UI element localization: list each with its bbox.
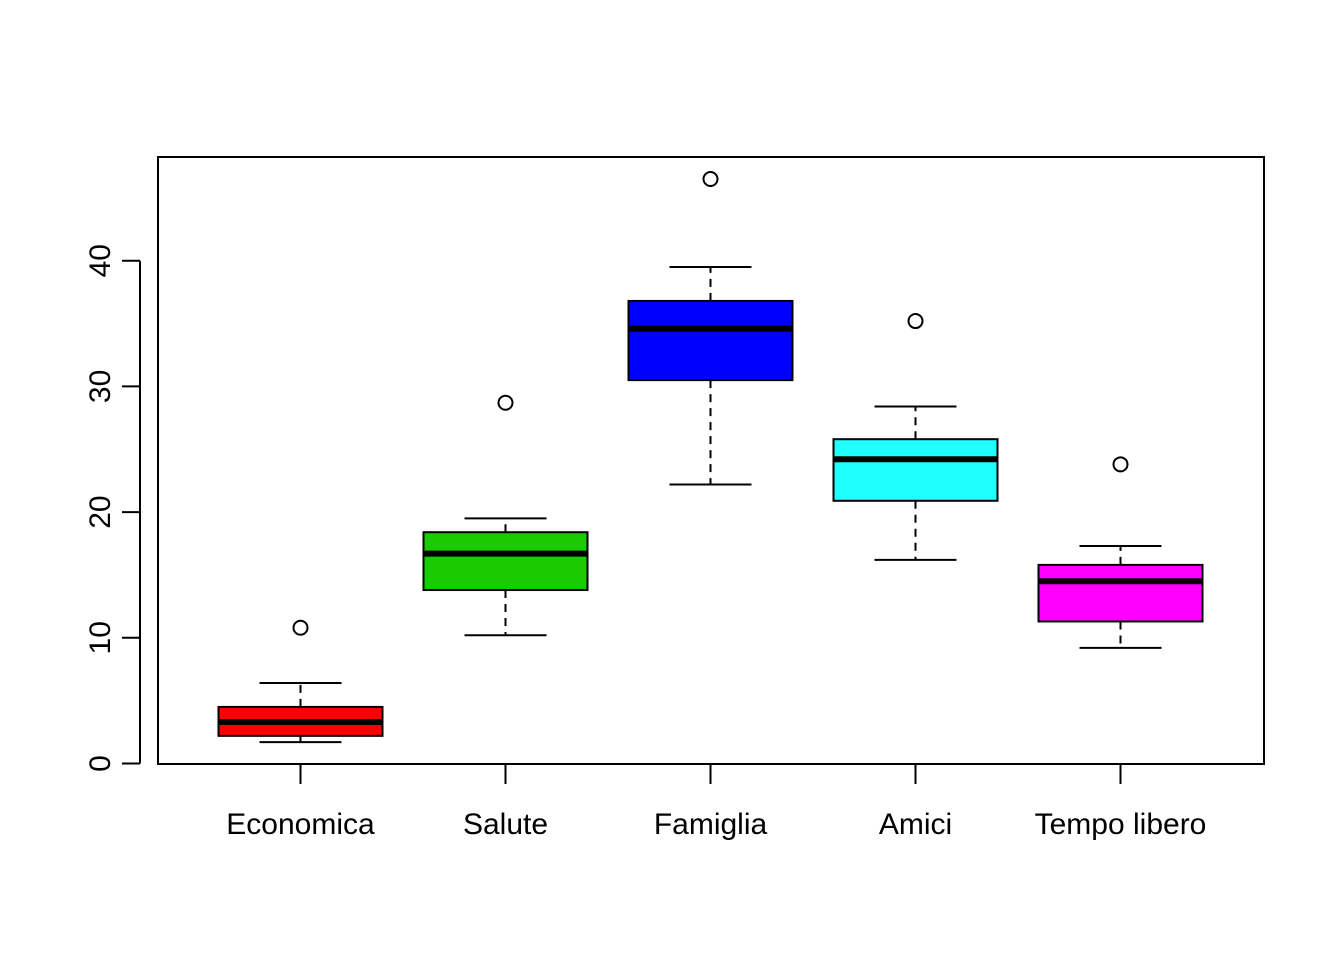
y-tick-label: 30: [84, 370, 117, 403]
y-axis: 0 10 20 30 40: [84, 244, 141, 772]
y-tick-label: 0: [84, 755, 117, 772]
outlier-point: [702, 170, 719, 187]
box-group: [1037, 456, 1204, 649]
box-group: [627, 170, 794, 486]
y-tick-label: 20: [84, 495, 117, 528]
x-tick-label: Economica: [226, 808, 375, 841]
y-tick-label: 10: [84, 621, 117, 654]
x-tick-label: Salute: [463, 808, 548, 841]
box-group: [832, 313, 999, 561]
boxes-layer: [217, 170, 1204, 744]
outlier-point: [1112, 456, 1129, 473]
x-tick-label: Famiglia: [654, 808, 768, 841]
plot-frame: [157, 156, 1265, 765]
x-tick-label: Amici: [879, 808, 952, 841]
outlier-point: [292, 619, 309, 636]
iqr-box: [1037, 563, 1204, 623]
iqr-box: [832, 438, 999, 502]
iqr-box: [627, 299, 794, 382]
iqr-box: [422, 531, 589, 592]
outlier-point: [497, 394, 514, 411]
box-group: [217, 619, 384, 744]
box-group: [422, 394, 589, 637]
y-tick-label: 40: [84, 244, 117, 277]
x-tick-label: Tempo libero: [1035, 808, 1207, 841]
x-axis: Economica Salute Famiglia Amici Tempo libero: [226, 764, 1206, 841]
outlier-point: [907, 313, 924, 330]
